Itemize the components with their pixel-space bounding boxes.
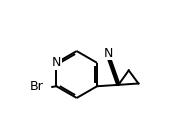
- Text: N: N: [52, 56, 61, 69]
- Text: N: N: [104, 47, 113, 60]
- Text: Br: Br: [30, 80, 44, 93]
